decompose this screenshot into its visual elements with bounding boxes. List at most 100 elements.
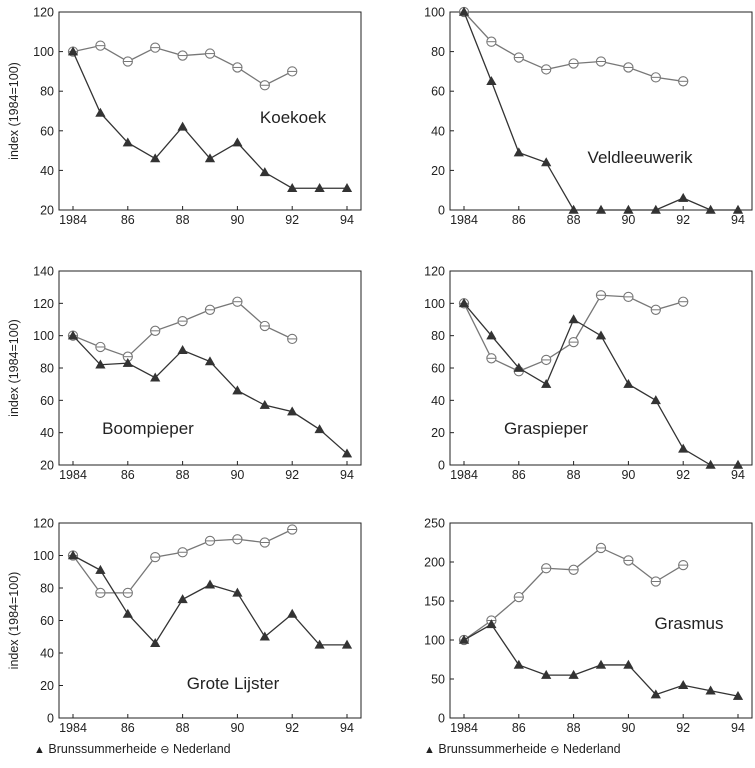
x-tick-label: 86 xyxy=(512,213,526,227)
y-tick-label: 0 xyxy=(438,712,445,726)
legend-label-brunssummerheide: Brunssummerheide xyxy=(438,742,547,756)
legend-right: ▲ Brunssummerheide ⊖ Nederland xyxy=(424,742,621,756)
y-tick-label: 120 xyxy=(33,297,54,311)
y-tick-label: 120 xyxy=(424,265,445,279)
point-brunssummerheide xyxy=(458,298,470,308)
species-label: Veldleeuwerik xyxy=(588,148,693,167)
point-brunssummerheide xyxy=(678,443,689,453)
point-brunssummerheide xyxy=(287,608,298,618)
point-brunssummerheide xyxy=(177,345,188,354)
point-brunssummerheide xyxy=(595,204,607,214)
point-brunssummerheide xyxy=(678,680,689,689)
y-tick-label: 40 xyxy=(40,426,54,440)
point-brunssummerheide xyxy=(705,459,716,469)
x-tick-label: 88 xyxy=(567,468,581,482)
point-brunssummerheide xyxy=(232,137,243,147)
chart-panel: 0 20 40 60 80 100 120 1984 86 88 90 92 94 index (1984… xyxy=(7,517,362,735)
point-brunssummerheide xyxy=(650,204,661,214)
circle-marker-icon: ⊖ xyxy=(160,744,170,756)
point-brunssummerheide xyxy=(232,385,243,395)
point-brunssummerheide xyxy=(705,204,716,214)
series-line-nederland xyxy=(463,547,684,641)
point-brunssummerheide xyxy=(541,669,552,679)
x-tick-label: 94 xyxy=(731,213,745,227)
point-brunssummerheide xyxy=(650,689,661,699)
point-brunssummerheide xyxy=(595,659,607,669)
point-brunssummerheide xyxy=(204,153,216,163)
y-tick-label: 60 xyxy=(40,614,54,628)
point-brunssummerheide xyxy=(623,378,634,388)
y-tick-label: 60 xyxy=(431,362,445,376)
plot-frame xyxy=(58,11,362,211)
x-tick-label: 92 xyxy=(285,468,299,482)
x-tick-label: 94 xyxy=(340,721,354,735)
point-brunssummerheide xyxy=(232,587,243,597)
x-tick-label: 88 xyxy=(176,468,190,482)
point-brunssummerheide xyxy=(623,659,634,669)
x-tick-label: 88 xyxy=(176,213,190,227)
x-tick-label: 90 xyxy=(621,468,635,482)
point-brunssummerheide xyxy=(122,357,133,367)
x-tick-label: 92 xyxy=(676,721,690,735)
y-tick-label: 50 xyxy=(431,673,445,687)
y-tick-label: 150 xyxy=(424,595,445,609)
chart-panel: 0 20 40 60 80 100 1984 86 88 90 92 94 Veldleeuwerik xyxy=(424,6,753,227)
x-tick-label: 1984 xyxy=(450,468,478,482)
point-brunssummerheide xyxy=(259,167,270,177)
y-tick-label: 200 xyxy=(424,556,445,570)
series-line-nederland xyxy=(463,294,684,372)
point-brunssummerheide xyxy=(95,107,106,117)
point-brunssummerheide xyxy=(67,550,79,560)
y-tick-label: 0 xyxy=(438,204,445,218)
chart-panel: 0 50 100 150 200 250 1984 86 88 90 92 94 Grasmus xyxy=(424,517,753,735)
y-tick-label: 100 xyxy=(33,549,54,563)
x-tick-label: 86 xyxy=(512,468,526,482)
y-tick-label: 60 xyxy=(40,124,54,138)
species-label: Koekoek xyxy=(260,108,327,127)
y-tick-label: 100 xyxy=(33,45,54,59)
point-brunssummerheide xyxy=(177,121,188,131)
point-brunssummerheide xyxy=(595,330,607,340)
legend-label-nederland: Nederland xyxy=(562,742,621,756)
point-brunssummerheide xyxy=(341,639,353,649)
y-tick-label: 140 xyxy=(33,265,54,279)
y-tick-label: 40 xyxy=(431,124,445,138)
point-brunssummerheide xyxy=(541,157,552,167)
y-tick-label: 60 xyxy=(431,85,445,99)
x-tick-label: 94 xyxy=(731,721,745,735)
point-brunssummerheide xyxy=(204,579,216,589)
x-tick-label: 88 xyxy=(567,721,581,735)
x-tick-label: 1984 xyxy=(59,213,87,227)
series-line-nederland xyxy=(463,11,684,82)
y-tick-label: 80 xyxy=(431,329,445,343)
series-line-brunssummerheide xyxy=(72,554,347,646)
y-tick-label: 100 xyxy=(33,329,54,343)
point-brunssummerheide xyxy=(513,659,524,669)
y-tick-label: 80 xyxy=(40,582,54,596)
y-tick-label: 100 xyxy=(424,297,445,311)
y-tick-label: 250 xyxy=(424,517,445,531)
point-brunssummerheide xyxy=(67,330,79,340)
point-brunssummerheide xyxy=(259,399,270,409)
y-tick-label: 0 xyxy=(47,712,54,726)
x-tick-label: 90 xyxy=(621,213,635,227)
point-brunssummerheide xyxy=(150,638,161,648)
x-tick-label: 90 xyxy=(230,213,244,227)
x-tick-label: 1984 xyxy=(59,468,87,482)
point-brunssummerheide xyxy=(513,147,524,157)
y-tick-label: 120 xyxy=(33,517,54,531)
x-tick-label: 90 xyxy=(230,468,244,482)
legend-label-brunssummerheide: Brunssummerheide xyxy=(48,742,157,756)
y-tick-label: 80 xyxy=(40,362,54,376)
y-axis-label: index (1984=100) xyxy=(7,62,21,160)
legend-label-nederland: Nederland xyxy=(172,742,231,756)
y-axis-label: index (1984=100) xyxy=(7,319,21,417)
y-tick-label: 80 xyxy=(431,45,445,59)
y-tick-label: 80 xyxy=(40,85,54,99)
chart-panel: 20 40 60 80 100 120 140 1984 86 88 90 92 94 index (19… xyxy=(7,265,362,482)
species-label: Boompieper xyxy=(102,419,194,438)
y-axis-label: index (1984=100) xyxy=(7,572,21,670)
chart-panel: 20 40 60 80 100 120 1984 86 88 90 92 94 index (1984=… xyxy=(7,6,362,227)
x-tick-label: 1984 xyxy=(450,213,478,227)
